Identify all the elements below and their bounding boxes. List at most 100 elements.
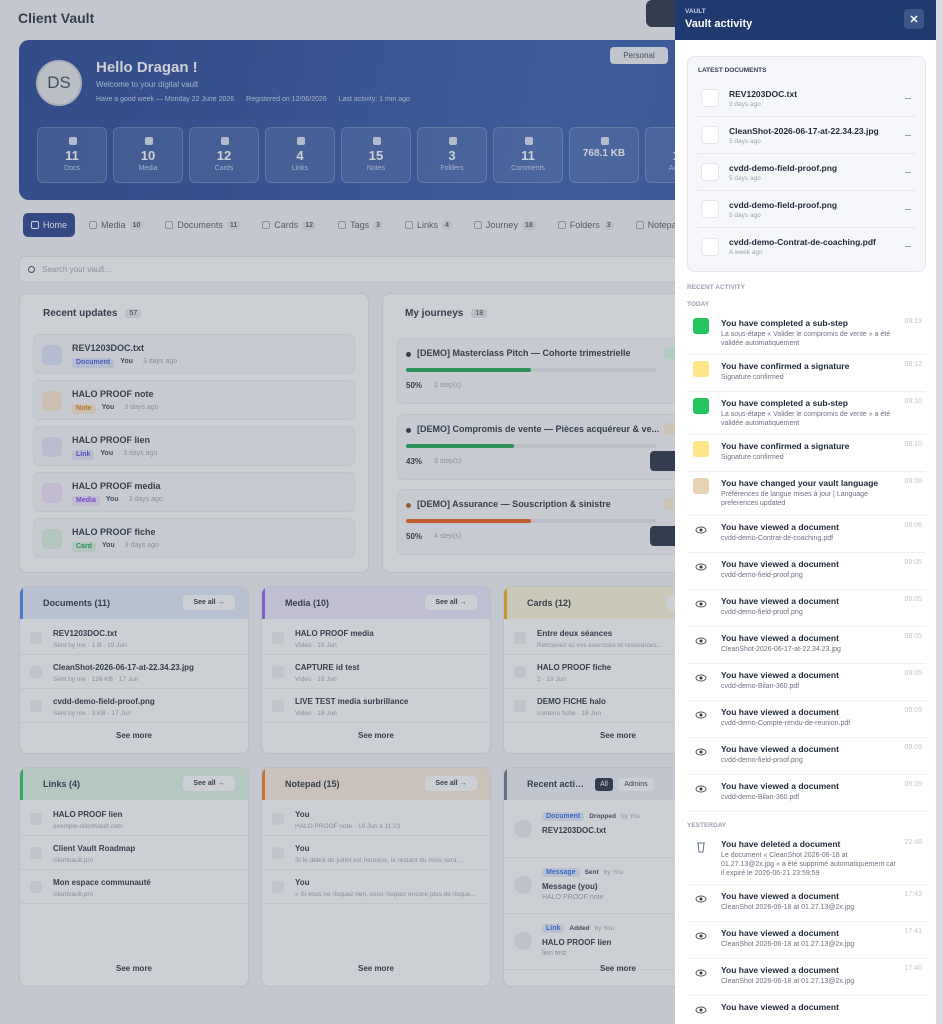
item-time: 3 days ago: [124, 542, 159, 549]
activity-time: 17:43: [904, 890, 922, 898]
item-verb: Sent: [584, 868, 599, 876]
activity-title: You have viewed a document: [721, 890, 839, 901]
latest-item[interactable]: cvdd-demo-Contrat-de-coaching.pdf A week …: [698, 228, 915, 265]
tab[interactable]: Tags 3: [330, 213, 391, 237]
stat-box: 768.1 KB: [569, 127, 639, 183]
activity-title: You have viewed a document: [721, 1001, 839, 1012]
widget-item[interactable]: CAPTURE id test Video · 18 Jun: [262, 657, 490, 689]
tab[interactable]: Journey 18: [466, 213, 544, 237]
stat-value: 10: [140, 148, 156, 163]
activity-icon: [693, 780, 709, 797]
see-more[interactable]: See more: [585, 727, 651, 745]
activity-time: 09:13: [904, 318, 922, 325]
section-label: LATEST DOCUMENTS: [698, 67, 767, 74]
latest-item[interactable]: CleanShot-2026-06-17-at-22.34.23.jpg 5 da…: [698, 117, 915, 154]
widget-item[interactable]: Entre deux séances Retrouvez ici vos exer…: [504, 623, 732, 655]
activity-drawer: VAULT Vault activity LATEST DOCUMENTS REV12…: [675, 0, 936, 1024]
item-badge: Document: [72, 358, 115, 368]
see-all[interactable]: See all →: [425, 776, 477, 791]
activity-icon: [693, 706, 709, 723]
see-more[interactable]: See more: [101, 960, 167, 978]
activity-desc: La sous-étape « Valider le compromis de …: [721, 331, 891, 348]
doc-date: 5 days ago: [729, 211, 761, 219]
tab[interactable]: Home: [23, 213, 76, 237]
stat-box: 11 Comments: [493, 127, 563, 183]
tab-label: Cards: [274, 220, 299, 230]
item-icon: [30, 881, 42, 893]
see-more[interactable]: See more: [599, 964, 637, 973]
latest-item[interactable]: REV1203DOC.txt 3 days ago: [698, 80, 915, 117]
tab-icon: [89, 221, 98, 229]
widget-title: Cards (12): [527, 598, 572, 608]
activity-icon: [693, 927, 709, 944]
tabs: Home Media 10 Documents 11 Cards 12 Tags 3 Links 4…: [23, 213, 723, 237]
widget: Media (10) See all → HALO PROOF media Video…: [261, 586, 491, 754]
widget-item[interactable]: cvdd-demo-field-proof.png Sent by me · 3 …: [20, 691, 248, 723]
activity-title: You have viewed a document: [721, 743, 839, 754]
tab[interactable]: Documents 11: [157, 213, 248, 237]
widget-item[interactable]: You HALO PROOF note · 18 Jun à 11:23: [262, 804, 490, 836]
see-all[interactable]: See all →: [183, 776, 235, 791]
account-badge[interactable]: Personal: [610, 47, 668, 64]
activity-time: 09:05: [904, 595, 922, 603]
activity-title: You have completed a sub-step: [721, 398, 848, 409]
widget-item[interactable]: DEMO FICHE halo contenu fiche · 18 Jun: [504, 691, 732, 723]
item-by: You: [105, 496, 119, 503]
activity-time: 09:12: [904, 361, 922, 369]
activity-text: You have changed your vault language Préf…: [721, 478, 900, 508]
close-button[interactable]: [904, 9, 924, 29]
tab-icon: [473, 221, 482, 229]
count: 57: [125, 308, 142, 318]
card-title: My journeys: [405, 307, 464, 319]
eye-icon: [695, 526, 707, 534]
drawer-body: LATEST DOCUMENTS REV1203DOC.txt 3 days ago…: [687, 56, 926, 1024]
see-all[interactable]: See all →: [425, 595, 477, 610]
arrow-icon: [905, 134, 911, 136]
see-more[interactable]: See more: [343, 727, 409, 745]
update-item[interactable]: HALO PROOF fiche Card You 3 days ago: [33, 518, 355, 558]
tab[interactable]: Media 10: [81, 213, 151, 237]
widget-item[interactable]: HALO PROOF lien exemple-clientvault.com: [20, 804, 248, 836]
filter-pill[interactable]: Admins: [618, 778, 654, 791]
group-label: TODAY: [687, 301, 710, 308]
item-icon: [30, 632, 42, 644]
activity-icon: [693, 1001, 709, 1018]
eye-icon: [695, 637, 707, 645]
item-badge: Link: [542, 923, 565, 933]
filter-pill[interactable]: All: [595, 778, 613, 791]
activity-text: You have viewed a document cvdd-demo-fiel…: [721, 559, 900, 583]
stat-label: Folders: [440, 165, 464, 172]
widget-item[interactable]: CleanShot-2026-06-17-at-22.34.23.jpg Sent…: [20, 657, 248, 689]
tab-icon: [635, 221, 644, 229]
see-all[interactable]: See all →: [183, 595, 235, 610]
update-item[interactable]: HALO PROOF note Note You 3 days ago: [33, 380, 355, 420]
update-item[interactable]: HALO PROOF lien Link You 3 days ago: [33, 426, 355, 466]
widget-item[interactable]: HALO PROOF media Video · 19 Jun: [262, 623, 490, 655]
activity-title: You have viewed a document: [721, 706, 839, 717]
tab[interactable]: Folders 3: [550, 213, 622, 237]
latest-item[interactable]: cvdd-demo-field-proof.png 5 days ago: [698, 154, 915, 191]
widget-item[interactable]: REV1203DOC.txt Sent by me · 1 B · 19 Jun: [20, 623, 248, 655]
activity-time: 09:06: [904, 521, 922, 529]
search-bar[interactable]: Search your vault...: [19, 256, 679, 283]
tab[interactable]: Cards 12: [254, 213, 324, 237]
widget-item[interactable]: LIVE TEST media surbrillance Video · 18 J…: [262, 691, 490, 723]
stat-label: Cards: [214, 165, 234, 172]
item-icon: [42, 437, 62, 457]
update-item[interactable]: REV1203DOC.txt Document You 3 days ago: [33, 334, 355, 374]
update-item[interactable]: HALO PROOF media Media You 3 days ago: [33, 472, 355, 512]
activity-desc: CleanShot-2026-06-17-at-22.34.23.jpg: [721, 645, 841, 653]
tab-label: Documents: [177, 220, 223, 230]
see-more[interactable]: See more: [101, 727, 167, 745]
widget-item[interactable]: You « Si vous ne risquez rien, vous risqu…: [262, 872, 490, 904]
doc-date: A week ago: [729, 249, 763, 256]
widget-item[interactable]: You Si le début de juillet est heureux, l…: [262, 838, 490, 870]
see-more[interactable]: See more: [343, 960, 409, 978]
tab[interactable]: Links 4: [397, 213, 460, 237]
page-edge: [936, 0, 943, 1024]
widget-item[interactable]: Mon espace communauté clientvault.pro: [20, 872, 248, 904]
widget-item[interactable]: Client Vault Roadmap clientvault.pro: [20, 838, 248, 870]
latest-item[interactable]: cvdd-demo-field-proof.png 5 days ago: [698, 191, 915, 228]
widget-item[interactable]: HALO PROOF fiche 2 · 19 Jun: [504, 657, 732, 689]
journey-pct: 43%: [406, 457, 423, 466]
